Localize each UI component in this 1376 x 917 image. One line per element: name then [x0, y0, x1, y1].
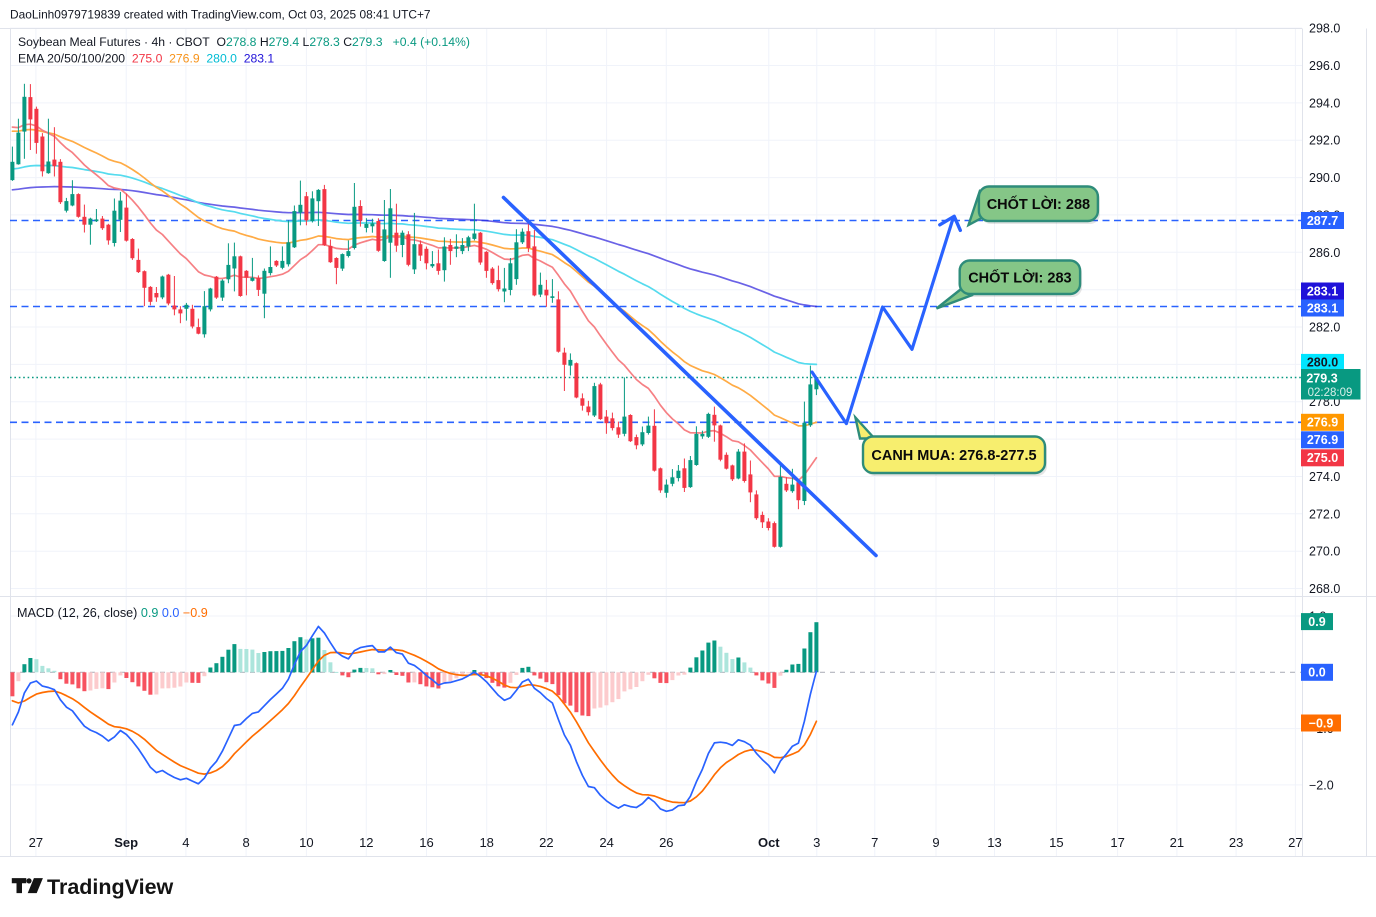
svg-text:27: 27 [1288, 835, 1302, 850]
svg-text:TradingView: TradingView [47, 875, 174, 899]
svg-text:294.0: 294.0 [1309, 96, 1340, 110]
svg-text:276.9: 276.9 [1307, 433, 1338, 447]
svg-text:15: 15 [1049, 835, 1063, 850]
svg-text:Oct: Oct [758, 835, 780, 850]
svg-text:276.9: 276.9 [1307, 416, 1338, 430]
svg-text:274.0: 274.0 [1309, 470, 1340, 484]
svg-text:298.0: 298.0 [1309, 22, 1340, 36]
svg-text:283.1: 283.1 [1307, 284, 1338, 298]
svg-text:12: 12 [359, 835, 373, 850]
svg-text:MACD (12, 26, close) 0.9 0.0 −: MACD (12, 26, close) 0.9 0.0 −0.9 [17, 606, 208, 620]
svg-text:02:28:09: 02:28:09 [1308, 387, 1353, 399]
svg-text:27: 27 [29, 835, 43, 850]
svg-text:283.1: 283.1 [1307, 301, 1338, 315]
svg-text:−0.9: −0.9 [1309, 716, 1334, 730]
svg-text:282.0: 282.0 [1309, 321, 1340, 335]
svg-text:−2.0: −2.0 [1309, 778, 1334, 792]
svg-text:13: 13 [987, 835, 1001, 850]
svg-text:272.0: 272.0 [1309, 507, 1340, 521]
svg-text:279.3: 279.3 [1306, 372, 1337, 386]
svg-text:Sep: Sep [114, 835, 138, 850]
svg-text:21: 21 [1170, 835, 1184, 850]
svg-text:18: 18 [479, 835, 493, 850]
svg-text:275.0: 275.0 [1307, 451, 1338, 465]
svg-text:9: 9 [932, 835, 939, 850]
svg-text:Soybean Meal Futures · 4h · CB: Soybean Meal Futures · 4h · CBOT O278.8 … [18, 35, 470, 49]
svg-text:EMA 20/50/100/200 275.0 276.: EMA 20/50/100/200 275.0 276.9 280.0 283.… [18, 52, 274, 66]
svg-text:286.0: 286.0 [1309, 246, 1340, 260]
svg-text:280.0: 280.0 [1307, 356, 1338, 370]
svg-text:0.9: 0.9 [1308, 615, 1325, 629]
svg-text:268.0: 268.0 [1309, 582, 1340, 596]
svg-text:17: 17 [1110, 835, 1124, 850]
svg-text:22: 22 [539, 835, 553, 850]
svg-text:26: 26 [659, 835, 673, 850]
svg-text:287.7: 287.7 [1307, 214, 1338, 228]
svg-text:296.0: 296.0 [1309, 59, 1340, 73]
svg-text:4: 4 [182, 835, 189, 850]
svg-text:DaoLinh0979719839 created with: DaoLinh0979719839 created with TradingVi… [10, 8, 431, 22]
svg-text:23: 23 [1229, 835, 1243, 850]
svg-text:7: 7 [871, 835, 878, 850]
svg-text:24: 24 [599, 835, 613, 850]
svg-text:CANH MUA: 276.8-277.5: CANH MUA: 276.8-277.5 [871, 448, 1036, 464]
svg-text:16: 16 [419, 835, 433, 850]
svg-text:CHỐT LỜI: 288: CHỐT LỜI: 288 [987, 195, 1090, 213]
svg-text:270.0: 270.0 [1309, 545, 1340, 559]
svg-text:292.0: 292.0 [1309, 134, 1340, 148]
svg-text:0.0: 0.0 [1308, 666, 1325, 680]
svg-text:8: 8 [242, 835, 249, 850]
svg-text:CHỐT LỜI: 283: CHỐT LỜI: 283 [968, 268, 1071, 286]
svg-text:10: 10 [299, 835, 313, 850]
svg-text:290.0: 290.0 [1309, 171, 1340, 185]
svg-text:3: 3 [813, 835, 820, 850]
